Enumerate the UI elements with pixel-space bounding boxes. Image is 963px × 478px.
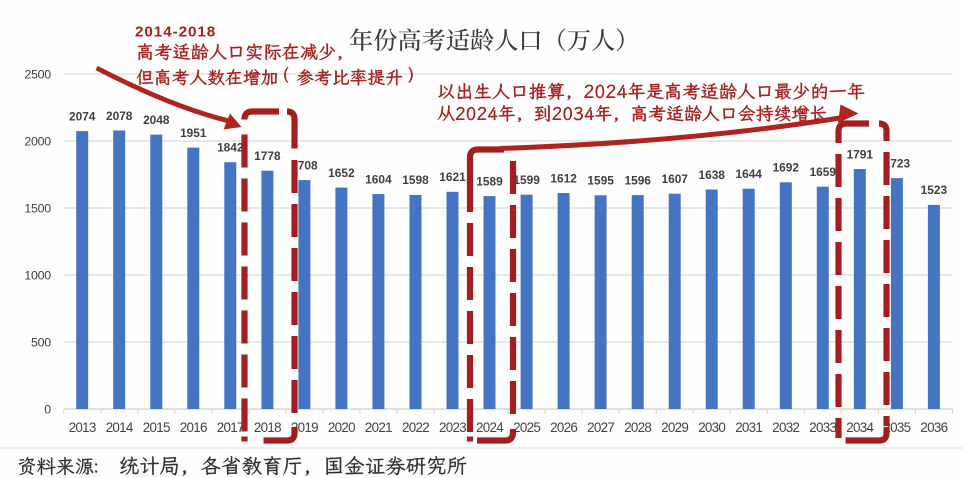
svg-text:0: 0 xyxy=(44,402,51,416)
svg-text:2033: 2033 xyxy=(809,420,836,435)
svg-text:1621: 1621 xyxy=(439,170,466,184)
svg-text:1951: 1951 xyxy=(180,126,207,140)
svg-text:2048: 2048 xyxy=(143,113,170,127)
svg-text:2000: 2000 xyxy=(24,134,51,148)
svg-text:1000: 1000 xyxy=(24,268,51,282)
svg-text:2017: 2017 xyxy=(217,420,244,435)
svg-text:1791: 1791 xyxy=(847,147,874,161)
svg-text:1659: 1659 xyxy=(810,165,837,179)
svg-text:2023: 2023 xyxy=(439,420,466,435)
svg-text:2028: 2028 xyxy=(624,420,651,435)
svg-text:1604: 1604 xyxy=(365,172,392,186)
svg-text:2024: 2024 xyxy=(476,420,504,435)
svg-text:2027: 2027 xyxy=(587,420,614,435)
svg-text:1638: 1638 xyxy=(698,168,725,182)
svg-text:1596: 1596 xyxy=(624,173,651,187)
svg-text:1589: 1589 xyxy=(476,174,503,188)
svg-text:2020: 2020 xyxy=(328,420,355,435)
svg-text:1595: 1595 xyxy=(587,174,614,188)
svg-text:2025: 2025 xyxy=(513,420,540,435)
svg-text:1778: 1778 xyxy=(254,149,281,163)
svg-text:1708: 1708 xyxy=(291,158,318,172)
svg-text:2034: 2034 xyxy=(846,420,874,435)
svg-text:1599: 1599 xyxy=(513,173,540,187)
svg-text:2035: 2035 xyxy=(883,420,910,435)
svg-text:1652: 1652 xyxy=(328,166,355,180)
svg-text:2019: 2019 xyxy=(291,420,318,435)
svg-text:2013: 2013 xyxy=(69,420,96,435)
svg-text:2021: 2021 xyxy=(365,420,392,435)
svg-text:2014: 2014 xyxy=(106,420,134,435)
svg-text:1607: 1607 xyxy=(661,172,688,186)
svg-text:2074: 2074 xyxy=(69,109,96,123)
svg-text:2078: 2078 xyxy=(106,109,133,123)
svg-text:1842: 1842 xyxy=(217,141,244,155)
svg-text:2032: 2032 xyxy=(772,420,799,435)
svg-text:1723: 1723 xyxy=(884,156,911,170)
svg-text:2016: 2016 xyxy=(180,420,207,435)
svg-text:2036: 2036 xyxy=(920,420,947,435)
svg-text:1500: 1500 xyxy=(24,201,51,215)
svg-text:500: 500 xyxy=(31,335,51,349)
svg-text:2500: 2500 xyxy=(24,67,51,81)
svg-text:1523: 1523 xyxy=(921,183,948,197)
svg-text:2014-2018: 2014-2018 xyxy=(135,24,216,41)
svg-text:1644: 1644 xyxy=(735,167,762,181)
svg-text:2026: 2026 xyxy=(550,420,577,435)
svg-text:2029: 2029 xyxy=(661,420,688,435)
svg-text:1598: 1598 xyxy=(402,173,429,187)
svg-text:2031: 2031 xyxy=(735,420,762,435)
svg-text:1612: 1612 xyxy=(550,171,577,185)
svg-text:2030: 2030 xyxy=(698,420,725,435)
svg-text:2022: 2022 xyxy=(402,420,429,435)
svg-text:1692: 1692 xyxy=(773,161,800,175)
svg-text:2018: 2018 xyxy=(254,420,281,435)
svg-text:2015: 2015 xyxy=(143,420,170,435)
